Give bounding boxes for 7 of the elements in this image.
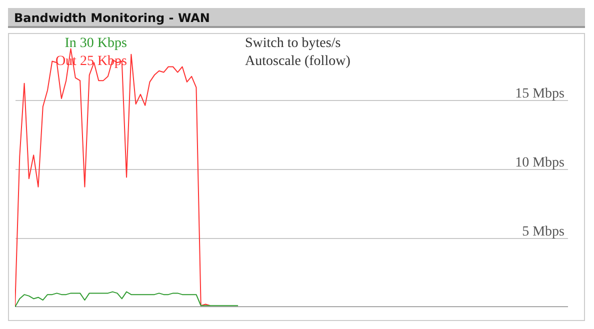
y-tick-label: 5 Mbps [522, 224, 564, 240]
annotation: Switch to bytes/s [245, 36, 341, 51]
annotation: Autoscale (follow) [245, 54, 351, 69]
chart-title: Bandwidth Monitoring - WAN [8, 8, 585, 28]
y-tick-label: 15 Mbps [515, 86, 564, 102]
y-tick-label: 10 Mbps [515, 155, 564, 170]
text: In 30 Kbps [64, 36, 127, 51]
